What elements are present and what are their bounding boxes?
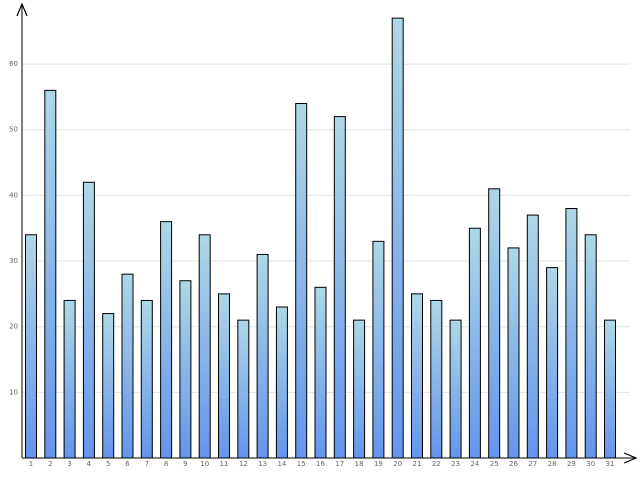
- bar: [63, 299, 76, 459]
- x-tick-label: 25: [490, 460, 499, 468]
- bar: [102, 313, 115, 459]
- bar: [353, 319, 366, 459]
- x-tick-label: 2: [48, 460, 52, 468]
- x-tick-label: 23: [451, 460, 460, 468]
- y-axis-arrow: [16, 2, 28, 17]
- x-tick-label: 29: [567, 460, 576, 468]
- bar: [526, 214, 539, 459]
- x-tick-label: 13: [258, 460, 267, 468]
- bar: [604, 319, 616, 459]
- bar: [411, 293, 423, 459]
- x-tick-label: 16: [316, 460, 325, 468]
- bar: [507, 247, 520, 459]
- bar: [121, 273, 134, 459]
- bar: [333, 116, 346, 459]
- bar: [488, 188, 501, 459]
- x-tick-label: 21: [413, 460, 422, 468]
- y-tick-label: 30: [9, 257, 18, 265]
- bars: 1 2 3 4 5 6 7 8 9 10 11 12 13 14 15 16 17 18 19 20 21 22 23 24 2…: [25, 17, 616, 468]
- bar: [275, 306, 288, 459]
- x-tick-label: 4: [87, 460, 92, 468]
- bar: [565, 208, 578, 459]
- x-tick-label: 15: [297, 460, 306, 468]
- bar: [218, 293, 230, 459]
- bar: [237, 319, 250, 459]
- bar: [468, 227, 481, 459]
- x-tick-label: 26: [509, 460, 518, 468]
- bar: [198, 234, 211, 459]
- y-tick-label: 10: [9, 388, 18, 396]
- bar: [44, 89, 57, 459]
- x-tick-label: 6: [125, 460, 130, 468]
- x-tick-label: 22: [432, 460, 441, 468]
- x-axis-arrow: [623, 452, 638, 464]
- y-tick-label: 20: [9, 323, 18, 331]
- x-tick-label: 5: [106, 460, 110, 468]
- x-tick-label: 3: [67, 460, 71, 468]
- bar: [391, 17, 404, 459]
- x-tick-label: 30: [586, 460, 595, 468]
- bar: [372, 240, 385, 459]
- x-tick-label: 17: [335, 460, 344, 468]
- x-tick-label: 10: [200, 460, 209, 468]
- x-tick-label: 1: [29, 460, 33, 468]
- y-tick-label: 40: [9, 191, 18, 199]
- x-tick-label: 18: [355, 460, 364, 468]
- bar: [430, 299, 443, 459]
- bar: [256, 253, 269, 459]
- x-tick-label: 9: [183, 460, 187, 468]
- x-tick-label: 7: [145, 460, 149, 468]
- x-tick-label: 28: [548, 460, 557, 468]
- bar: [82, 181, 95, 459]
- x-tick-label: 24: [470, 460, 479, 468]
- y-tick-label: 60: [9, 60, 18, 68]
- x-tick-label: 31: [606, 460, 615, 468]
- x-tick-label: 14: [277, 460, 286, 468]
- bar: [160, 221, 173, 459]
- y-tick-label: 50: [9, 126, 18, 134]
- x-tick-label: 11: [220, 460, 229, 468]
- bar: [140, 299, 153, 459]
- bar: [179, 280, 192, 459]
- bar: [449, 319, 462, 459]
- x-tick-label: 19: [374, 460, 383, 468]
- x-tick-label: 20: [393, 460, 402, 468]
- x-tick-label: 27: [528, 460, 537, 468]
- bar: [314, 286, 327, 459]
- bar: [584, 234, 597, 459]
- bar: [25, 234, 37, 459]
- bar: [546, 267, 559, 459]
- x-tick-label: 12: [239, 460, 248, 468]
- bar: [295, 102, 308, 459]
- x-tick-label: 8: [164, 460, 168, 468]
